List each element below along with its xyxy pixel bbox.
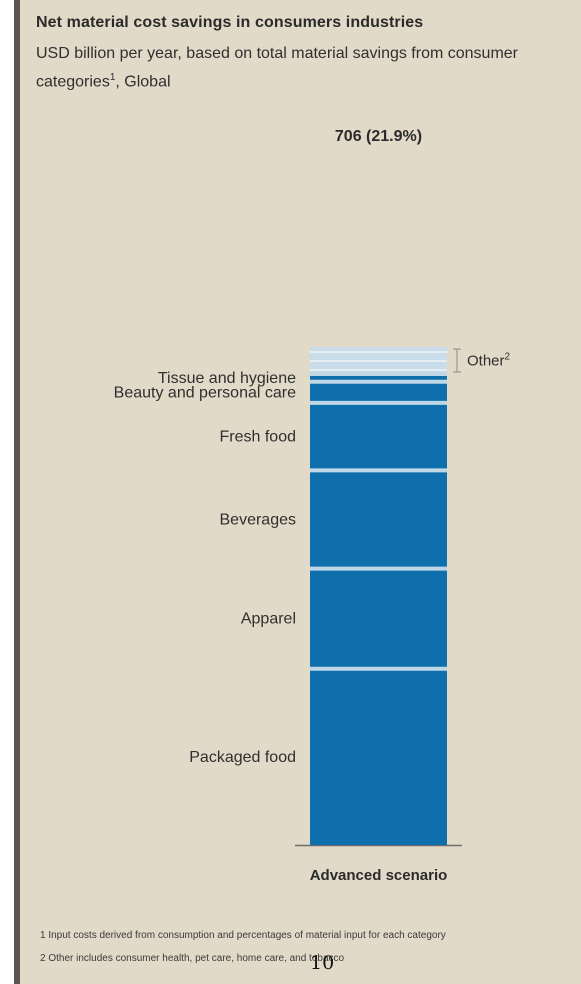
other-label-text: Other (467, 353, 505, 370)
segment-label-fresh-food: Fresh food (220, 429, 296, 446)
chart-panel (14, 0, 581, 984)
other-label: Other2 (467, 352, 511, 370)
bar-segment-packaged-food (310, 668, 447, 845)
subtitle-text: USD billion per year, based on total mat… (36, 45, 518, 91)
footnote-2: 2 Other includes consumer health, pet ca… (40, 953, 345, 964)
chart-title: Net material cost savings in consumers i… (36, 14, 424, 31)
other-footnote-ref: 2 (505, 352, 511, 363)
bar-segment-beauty-and-personal-care (310, 381, 447, 403)
subtitle-suffix: , Global (115, 73, 171, 91)
bar-segment-beverages (310, 470, 447, 569)
segment-label-beauty-and-personal-care: Beauty and personal care (114, 384, 296, 401)
segment-label-apparel: Apparel (241, 611, 296, 628)
subtitle-footnote-ref: 1 (109, 72, 116, 83)
x-category-label: Advanced scenario (310, 867, 448, 884)
bar-segment-apparel (310, 568, 447, 669)
segment-label-beverages: Beverages (220, 511, 297, 528)
total-label: 706 (21.9%) (335, 128, 422, 145)
page-number: 10 (310, 952, 335, 974)
segment-label-packaged-food: Packaged food (189, 749, 296, 766)
segment-label-tissue-and-hygiene: Tissue and hygiene (158, 370, 296, 387)
chart-subtitle: USD billion per year, based on total mat… (36, 42, 581, 94)
footnote-1: 1 Input costs derived from consumption a… (40, 930, 446, 941)
bar-segment-fresh-food (310, 402, 447, 471)
bar-segment-tissue-and-hygiene (310, 374, 447, 382)
